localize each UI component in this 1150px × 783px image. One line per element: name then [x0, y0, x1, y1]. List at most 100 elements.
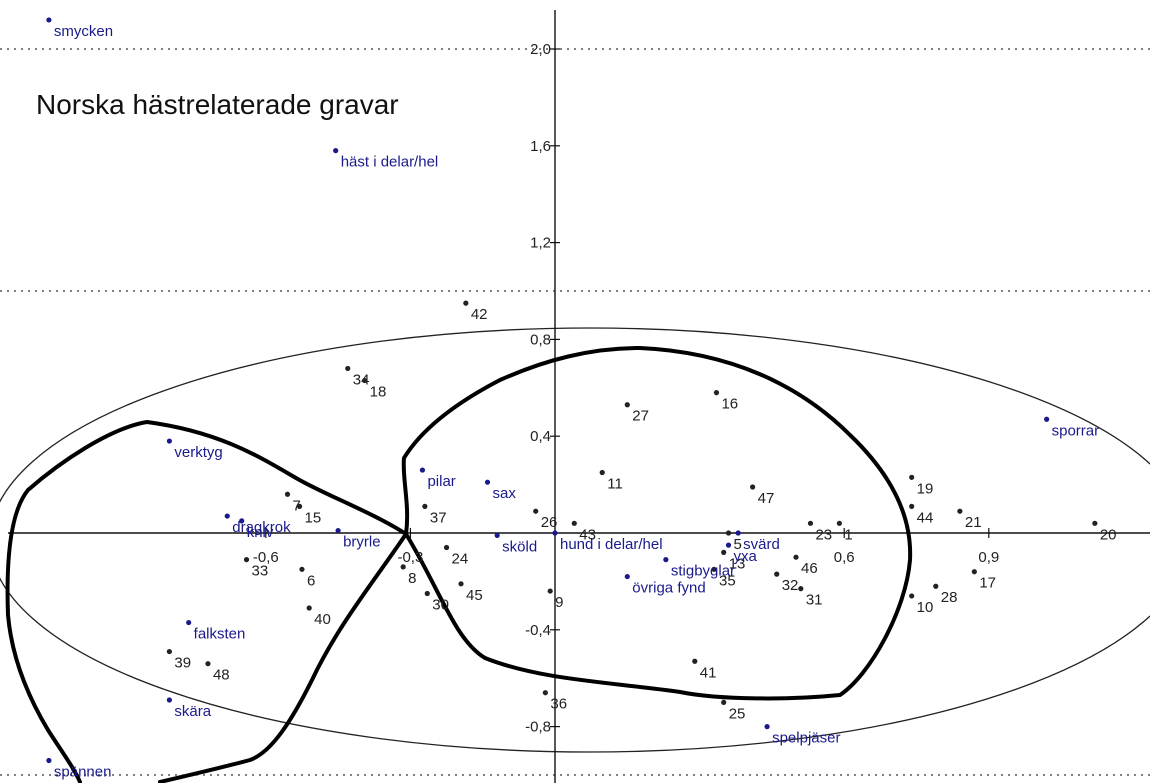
grave-point	[400, 564, 406, 570]
find-label: spännen	[54, 763, 112, 780]
grave-label: 30	[432, 597, 449, 614]
grave-label: 28	[941, 589, 958, 606]
axes	[8, 10, 1150, 783]
grave-label: 11	[607, 476, 623, 493]
grave-point	[533, 508, 539, 514]
y-tick-label: 1,6	[530, 138, 551, 155]
grave-point	[836, 520, 842, 526]
grave-label: 26	[541, 514, 558, 531]
find-point	[1044, 416, 1050, 422]
find-label: pilar	[427, 473, 455, 490]
grave-label: 33	[252, 563, 269, 580]
grave-point	[933, 583, 939, 589]
finds-series: smycken häst i delar/hel verktyg pilar sax dr…	[46, 17, 1099, 780]
x-tick-label: -0,6	[253, 549, 279, 566]
grave-label: 19	[917, 480, 934, 497]
find-point	[166, 697, 172, 703]
grave-label: 44	[917, 509, 934, 526]
grave-point	[774, 571, 780, 577]
grave-point	[458, 581, 464, 587]
grave-point	[725, 530, 732, 536]
grave-label: 31	[806, 592, 823, 609]
find-label: kniv	[247, 524, 274, 541]
grave-label: 18	[370, 384, 387, 401]
find-point	[46, 757, 52, 764]
grave-label: 1	[844, 526, 852, 543]
grave-point	[713, 390, 720, 396]
group-outlines	[5, 346, 913, 783]
find-point	[764, 724, 770, 730]
find-point	[335, 527, 341, 534]
y-tick-label: -0,8	[525, 719, 551, 736]
grave-label: 36	[550, 696, 567, 713]
y-tick-label: 2,0	[530, 41, 551, 58]
grave-label: 20	[1100, 526, 1117, 543]
find-point	[46, 17, 52, 23]
grave-point	[424, 590, 430, 597]
grave-point	[547, 588, 553, 594]
grave-point	[362, 377, 368, 384]
grave-point	[599, 469, 605, 476]
find-point	[494, 532, 500, 539]
find-label: häst i delar/hel	[341, 154, 439, 171]
grave-point	[793, 554, 799, 560]
find-label: stigbyglar	[671, 563, 735, 580]
find-point	[735, 530, 741, 536]
grave-label: 45	[466, 587, 483, 604]
reference-lines	[0, 48, 1150, 776]
confidence-ellipse	[0, 327, 1150, 753]
y-tick-label: -0,4	[525, 622, 551, 639]
grave-label: 46	[801, 560, 818, 577]
y-tick-label: 1,2	[530, 235, 551, 252]
grave-label: 34	[353, 371, 370, 388]
grave-label: 13	[729, 555, 746, 572]
find-label: dragkrok	[232, 519, 291, 536]
group-outline-center	[401, 346, 913, 701]
find-point	[186, 619, 192, 626]
grave-point	[750, 484, 756, 490]
grave-label: 8	[408, 570, 416, 587]
grave-point	[692, 658, 698, 664]
find-label: sköld	[502, 538, 537, 555]
y-tick-label: 0,4	[530, 428, 551, 445]
grave-label: 16	[721, 396, 738, 413]
grave-label: 6	[307, 572, 315, 589]
grave-label: 40	[314, 611, 331, 628]
x-tick-label: 0,6	[834, 549, 855, 566]
find-point	[624, 573, 630, 580]
find-label: övriga fynd	[632, 580, 705, 597]
find-point	[166, 438, 172, 444]
find-label: hund i delar/hel	[560, 536, 663, 553]
find-label: verktyg	[174, 444, 222, 461]
grave-label: 27	[632, 408, 649, 425]
grave-label: 9	[555, 594, 563, 611]
find-point	[725, 542, 732, 548]
grave-point	[205, 661, 211, 667]
grave-label: 15	[305, 509, 322, 526]
find-label: sax	[493, 485, 517, 502]
find-label: svärd	[743, 536, 780, 553]
grave-point	[711, 566, 717, 572]
find-point	[239, 518, 245, 524]
find-label: spelpjäser	[772, 730, 840, 747]
grave-label: 35	[719, 572, 736, 589]
grave-label: 48	[213, 667, 230, 684]
find-point	[552, 530, 558, 536]
find-label: falksten	[194, 626, 246, 643]
find-point	[663, 557, 669, 563]
grave-point	[571, 520, 577, 526]
grave-point	[971, 569, 977, 575]
find-label: yxa	[734, 548, 758, 565]
find-label: skära	[174, 703, 211, 720]
find-point	[224, 513, 230, 519]
find-label: smycken	[54, 23, 113, 40]
grave-label: 42	[471, 306, 488, 323]
grave-point	[345, 365, 351, 372]
grave-label: 5	[734, 536, 742, 553]
x-tick-label: 0,9	[978, 549, 999, 566]
chart-title: Norska hästrelaterade gravar	[36, 89, 399, 120]
grave-label: 37	[430, 509, 447, 526]
grave-label: 47	[758, 490, 775, 507]
grave-point	[542, 690, 548, 696]
grave-label: 25	[729, 705, 746, 722]
